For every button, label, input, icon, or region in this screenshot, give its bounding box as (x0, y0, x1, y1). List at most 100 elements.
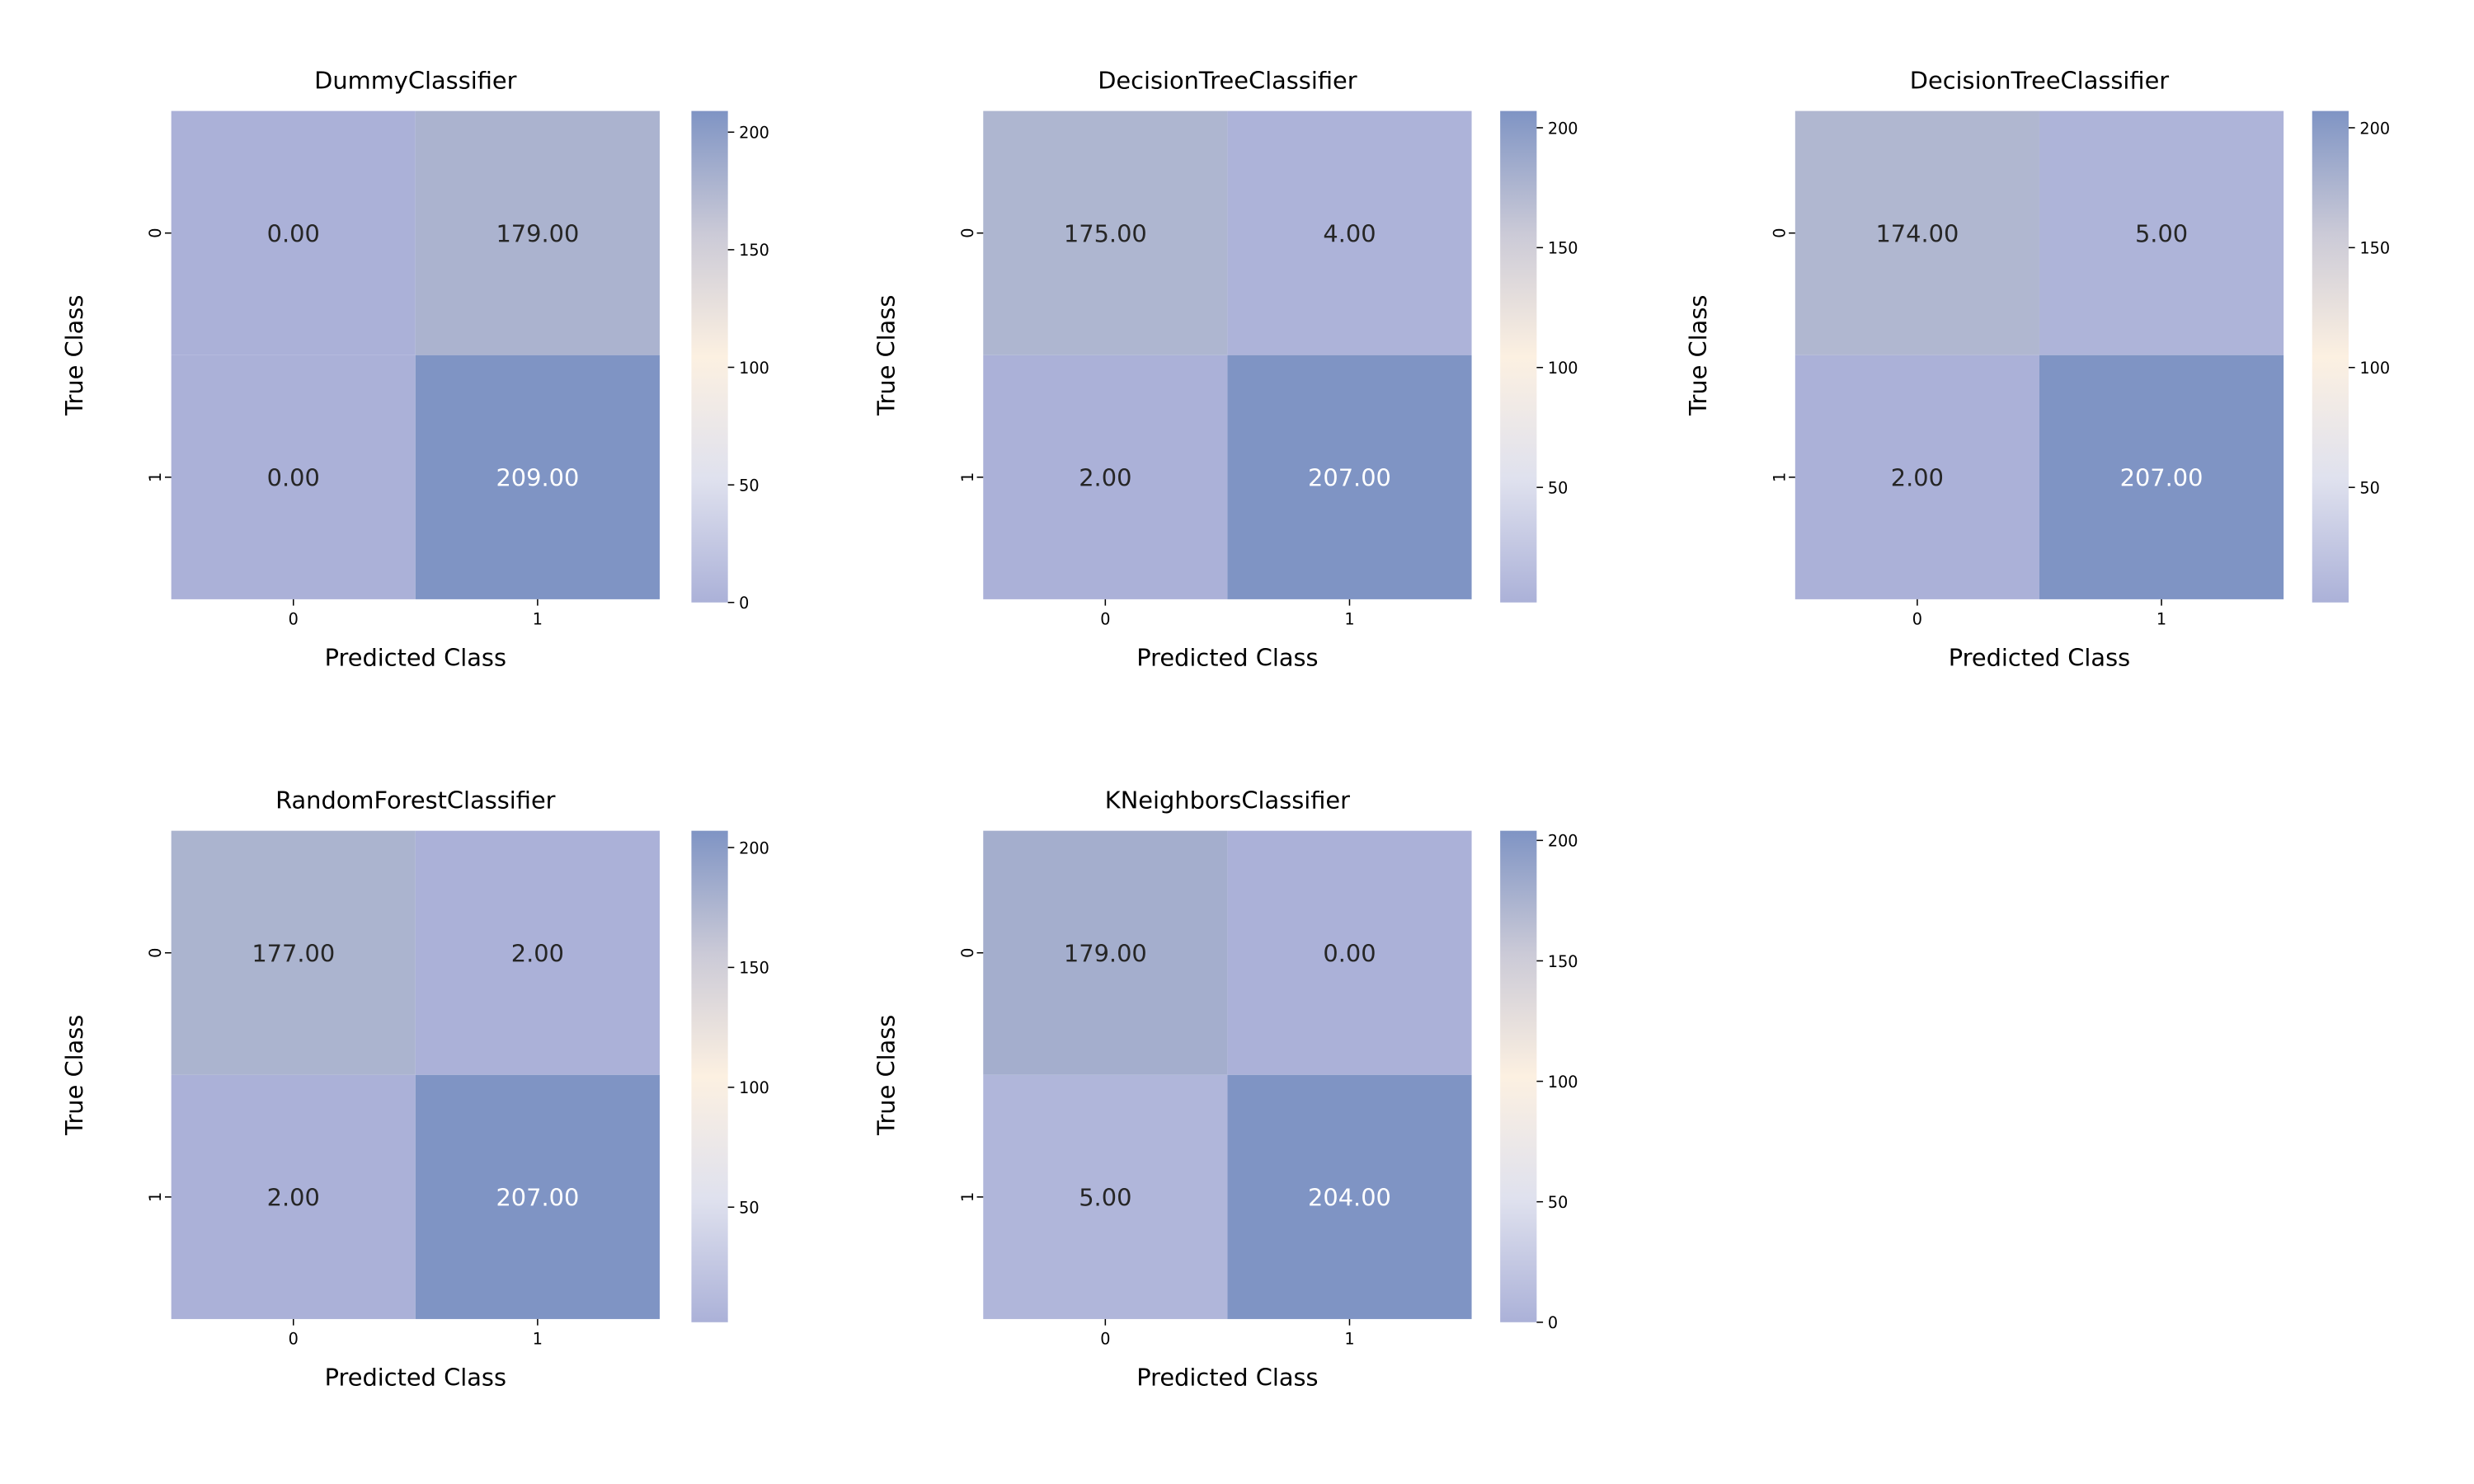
y-tick-label: 0 (958, 228, 977, 238)
heatmap-cell (171, 830, 416, 1075)
colorbar-tick-label: 100 (1548, 1073, 1578, 1092)
heatmap-cell (1227, 110, 1472, 355)
confusion-matrix-panel: DecisionTreeClassifier 174.00 5.00 2.00 207.… (1684, 67, 2390, 672)
cell-value-label: 175.00 (1064, 219, 1147, 247)
cell-value-label: 179.00 (496, 219, 579, 247)
colorbar-tick-label: 50 (2359, 478, 2379, 497)
heatmap-cell (415, 355, 660, 599)
heatmap-cell (171, 355, 416, 599)
y-tick-label: 1 (958, 472, 977, 482)
heatmap-cell (983, 830, 1228, 1075)
y-axis-label: True Class (872, 1015, 901, 1136)
colorbar-tick-label: 150 (1548, 239, 1578, 258)
colorbar (1500, 110, 1537, 603)
colorbar-tick-label: 200 (2359, 119, 2390, 138)
heatmap-cell (415, 830, 660, 1075)
y-tick-label: 0 (146, 948, 165, 958)
heatmap-cell (1794, 355, 2039, 599)
cell-value-label: 2.00 (511, 939, 564, 967)
heatmap-cell (2039, 110, 2284, 355)
colorbar-tick-label: 150 (1548, 952, 1578, 971)
y-tick-label: 1 (1770, 472, 1789, 482)
y-tick-label: 1 (146, 472, 165, 482)
colorbar (691, 830, 728, 1322)
colorbar-tick-label: 100 (1548, 359, 1578, 378)
cell-value-label: 207.00 (496, 1183, 579, 1211)
colorbar-tick-label: 200 (739, 838, 769, 857)
x-tick-label: 0 (1100, 610, 1110, 629)
colorbar-tick-label: 0 (1548, 1313, 1558, 1332)
cell-value-label: 5.00 (2135, 219, 2188, 247)
y-axis-label: True Class (60, 1015, 88, 1136)
x-axis-label: Predicted Class (1136, 644, 1318, 672)
x-tick-label: 1 (533, 1330, 543, 1349)
y-tick-label: 0 (1770, 228, 1789, 238)
x-tick-label: 1 (1344, 610, 1354, 629)
x-tick-label: 0 (289, 1330, 299, 1349)
cell-value-label: 0.00 (267, 463, 320, 491)
y-tick-label: 0 (958, 948, 977, 958)
colorbar-tick-label: 50 (739, 476, 759, 495)
confusion-matrix-panel: DummyClassifier 0.00 179.00 0.00 209.00 0 1 Pre… (60, 67, 769, 672)
confusion-matrix-panel: KNeighborsClassifier 179.00 0.00 5.00 204.00… (872, 787, 1578, 1392)
colorbar-tick-label: 200 (739, 124, 769, 143)
cell-value-label: 2.00 (1891, 463, 1944, 491)
x-tick-label: 1 (2157, 610, 2166, 629)
cell-value-label: 204.00 (1308, 1183, 1391, 1211)
heatmap-cell (1227, 1074, 1472, 1319)
y-tick-label: 1 (146, 1192, 165, 1202)
cell-value-label: 174.00 (1875, 219, 1959, 247)
heatmap-cell (983, 110, 1228, 355)
cell-value-label: 0.00 (267, 219, 320, 247)
x-tick-label: 0 (1100, 1330, 1110, 1349)
colorbar-tick-label: 50 (1548, 1193, 1568, 1212)
panel-title: KNeighborsClassifier (1105, 787, 1350, 815)
cell-value-label: 207.00 (1308, 463, 1391, 491)
colorbar-tick-label: 200 (1548, 832, 1578, 851)
y-axis-label: True Class (1684, 295, 1712, 416)
colorbar-tick-label: 0 (739, 594, 749, 613)
heatmap-cell (1227, 830, 1472, 1075)
colorbar-tick-label: 100 (739, 359, 769, 378)
x-tick-label: 0 (1912, 610, 1922, 629)
heatmap-cell (171, 110, 416, 355)
colorbar (1500, 830, 1537, 1322)
y-tick-label: 1 (958, 1192, 977, 1202)
cell-value-label: 179.00 (1064, 939, 1147, 967)
colorbar (2312, 110, 2349, 603)
cell-value-label: 2.00 (1079, 463, 1131, 491)
panel-title: RandomForestClassifier (275, 787, 556, 815)
cell-value-label: 207.00 (2120, 463, 2204, 491)
colorbar-tick-label: 150 (2359, 239, 2390, 258)
panel-title: DecisionTreeClassifier (1098, 67, 1357, 95)
colorbar-tick-label: 200 (1548, 119, 1578, 138)
x-axis-label: Predicted Class (325, 1364, 506, 1392)
confusion-matrix-panel: DecisionTreeClassifier 175.00 4.00 2.00 207.… (872, 67, 1578, 672)
y-axis-label: True Class (872, 295, 901, 416)
colorbar-tick-label: 100 (2359, 359, 2390, 378)
cell-value-label: 209.00 (496, 463, 579, 491)
confusion-matrix-panel: RandomForestClassifier 177.00 2.00 2.00 207.… (60, 787, 769, 1392)
heatmap-cell (1227, 355, 1472, 599)
cell-value-label: 177.00 (252, 939, 335, 967)
y-tick-label: 0 (146, 228, 165, 238)
x-axis-label: Predicted Class (325, 644, 506, 672)
cell-value-label: 5.00 (1079, 1183, 1131, 1211)
colorbar-tick-label: 50 (739, 1199, 759, 1218)
heatmap-cell (415, 1074, 660, 1319)
colorbar-tick-label: 50 (1548, 478, 1568, 497)
figure-root: DummyClassifier 0.00 179.00 0.00 209.00 0 1 Pre… (60, 67, 2390, 1392)
heatmap-cell (415, 110, 660, 355)
x-tick-label: 0 (289, 610, 299, 629)
panel-title: DecisionTreeClassifier (1910, 67, 2170, 95)
x-axis-label: Predicted Class (1136, 1364, 1318, 1392)
heatmap-cell (983, 355, 1228, 599)
cell-value-label: 2.00 (267, 1183, 320, 1211)
x-tick-label: 1 (1344, 1330, 1354, 1349)
x-tick-label: 1 (533, 610, 543, 629)
heatmap-cell (2039, 355, 2284, 599)
cell-value-label: 4.00 (1323, 219, 1376, 247)
heatmap-cell (171, 1074, 416, 1319)
colorbar-tick-label: 150 (739, 959, 769, 978)
